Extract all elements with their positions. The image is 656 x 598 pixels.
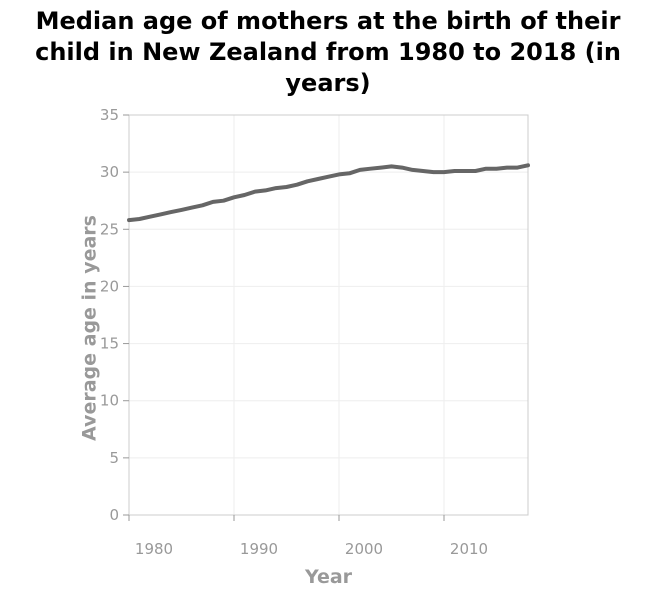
y-tick-label: 0 [109,506,119,524]
y-tick-label: 10 [100,392,119,410]
y-tick-label: 30 [100,163,119,181]
x-tick-label: 1980 [135,540,173,558]
y-tick-label: 20 [100,277,119,295]
x-axis-label: Year [304,566,353,588]
series-line [127,163,530,223]
x-tick-label: 2000 [345,540,383,558]
y-axis-ticks: 0 5 10 15 20 25 30 35 [100,106,129,524]
y-tick-label: 25 [100,220,119,238]
chart-title: Median age of mothers at the birth of th… [35,7,621,97]
x-tick-label: 2010 [450,540,488,558]
x-axis-ticks: 1980 1990 2000 2010 [128,515,488,558]
y-tick-label: 35 [100,106,119,124]
y-tick-label: 5 [109,449,119,467]
y-tick-label: 15 [100,335,119,353]
x-tick-label: 1990 [240,540,278,558]
y-axis-label: Average age in years [79,215,101,441]
plot-frame [128,114,529,516]
